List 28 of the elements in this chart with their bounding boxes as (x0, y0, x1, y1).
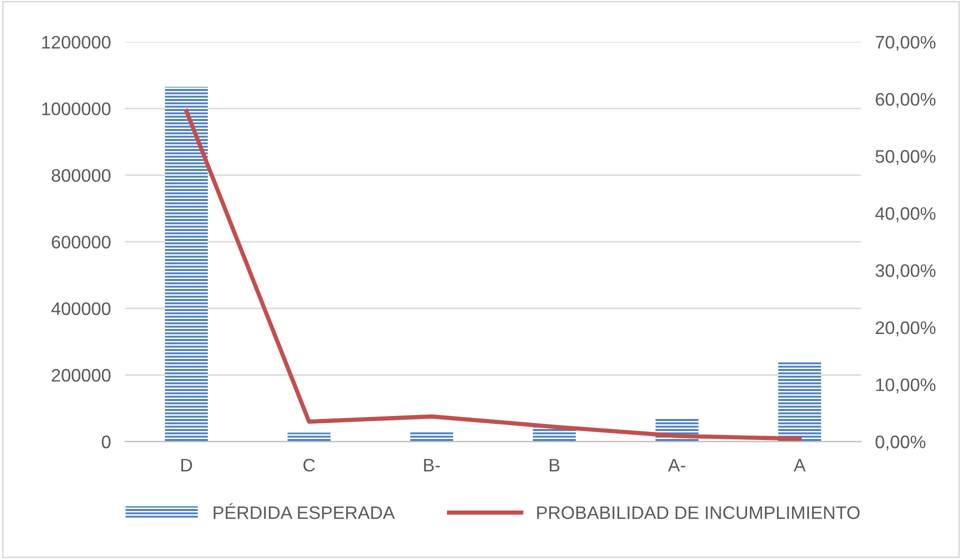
y-tick-label: 600000 (52, 236, 110, 248)
y2-tick-label: 50,00% (876, 150, 936, 165)
bar (164, 86, 208, 442)
y2-tick-label: 40,00% (875, 207, 936, 222)
x-tick-label: B (550, 458, 560, 472)
y-tick-label: 1000000 (42, 102, 110, 116)
bar (288, 432, 331, 442)
y2-tick-label: 70,00% (876, 36, 936, 51)
x-tick-label: A- (668, 458, 686, 472)
y-tick-label: 200000 (52, 368, 110, 382)
y2-tick-label: 0,00% (876, 436, 926, 450)
y-tick-label: 1200000 (42, 36, 110, 49)
y-tick-label: 0 (102, 436, 110, 448)
x-tick-label: C (303, 458, 315, 472)
y2-tick-label: 30,00% (876, 264, 936, 280)
y2-tick-label: 60,00% (876, 92, 936, 108)
bar (778, 362, 822, 442)
bar (410, 432, 454, 442)
y2-tick-label: 20,00% (876, 321, 936, 336)
x-tick-label: D (181, 458, 192, 472)
legend-label: PROBABILIDAD DE INCUMPLIMIENTO (537, 506, 860, 520)
x-tick-label: B- (424, 458, 440, 472)
x-tick-label: A (794, 458, 806, 472)
y-tick-label: 800000 (52, 169, 110, 182)
line-series (184, 108, 802, 441)
y-tick-label: 400000 (51, 302, 110, 316)
legend-label: PÉRDIDA ESPERADA (214, 503, 395, 520)
y2-tick-label: 10,00% (876, 378, 936, 394)
